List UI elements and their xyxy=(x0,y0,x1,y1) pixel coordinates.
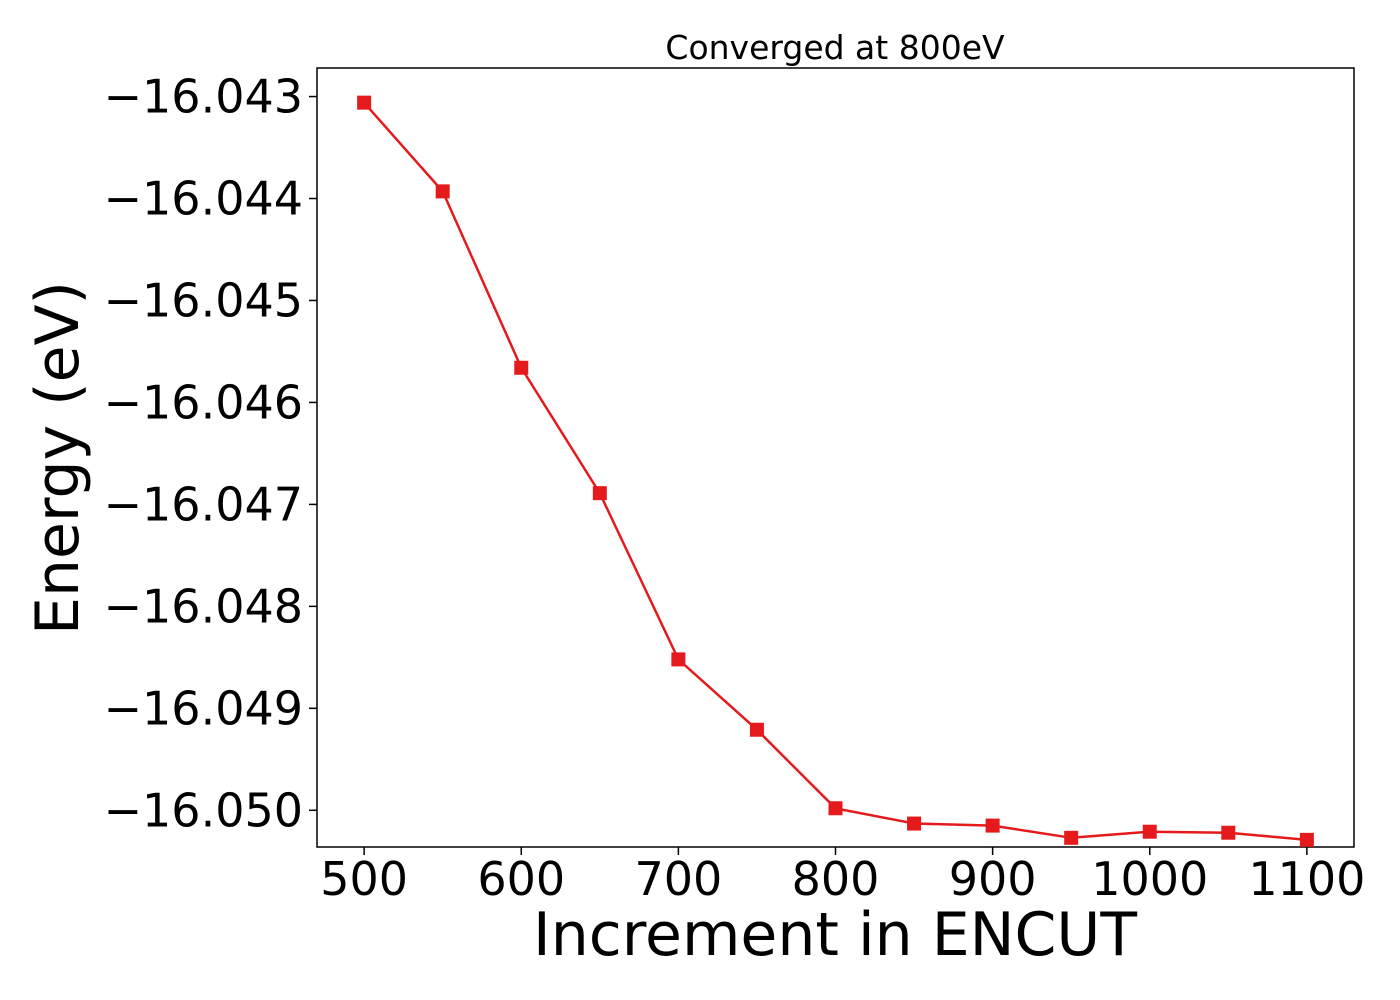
x-tick-label: 500 xyxy=(320,852,408,906)
y-tick-label: −16.047 xyxy=(104,477,304,531)
x-axis-label: Increment in ENCUT xyxy=(533,900,1137,970)
series-layer xyxy=(357,95,1314,847)
x-tick-label: 1100 xyxy=(1248,852,1365,906)
y-tick-label: −16.044 xyxy=(104,172,304,226)
x-tick-label: 1000 xyxy=(1091,852,1208,906)
plot-area xyxy=(316,67,1355,848)
x-tick-label: 900 xyxy=(949,852,1037,906)
x-tick-label: 700 xyxy=(634,852,722,906)
data-point-marker xyxy=(1221,825,1236,840)
y-tick-label: −16.050 xyxy=(104,783,304,837)
y-tick-label: −16.043 xyxy=(104,70,304,124)
data-point-marker xyxy=(1142,824,1157,839)
data-point-marker xyxy=(828,801,843,816)
data-point-marker xyxy=(592,486,607,501)
y-tick-label: −16.048 xyxy=(104,579,304,633)
y-tick-label: −16.046 xyxy=(104,375,304,429)
x-tick-label: 600 xyxy=(477,852,565,906)
data-point-marker xyxy=(749,722,764,737)
y-tick-label: −16.049 xyxy=(104,681,304,735)
data-point-marker xyxy=(435,184,450,199)
data-point-marker xyxy=(985,818,1000,833)
data-point-marker xyxy=(514,360,529,375)
chart-title: Converged at 800eV xyxy=(665,28,1005,67)
x-tick-label: 800 xyxy=(792,852,880,906)
y-axis-label: Energy (eV) xyxy=(23,281,93,635)
y-tick-label: −16.045 xyxy=(104,273,304,327)
data-point-marker xyxy=(1299,832,1314,847)
data-point-marker xyxy=(357,95,372,110)
y-axis: −16.043 −16.044 −16.045 −16.046 −16.047 −16.0… xyxy=(104,70,317,837)
data-point-marker xyxy=(907,816,922,831)
data-point-marker xyxy=(671,652,686,667)
data-point-marker xyxy=(1064,830,1079,845)
x-axis: 500 600 700 800 900 1000 1100 xyxy=(320,847,1365,906)
